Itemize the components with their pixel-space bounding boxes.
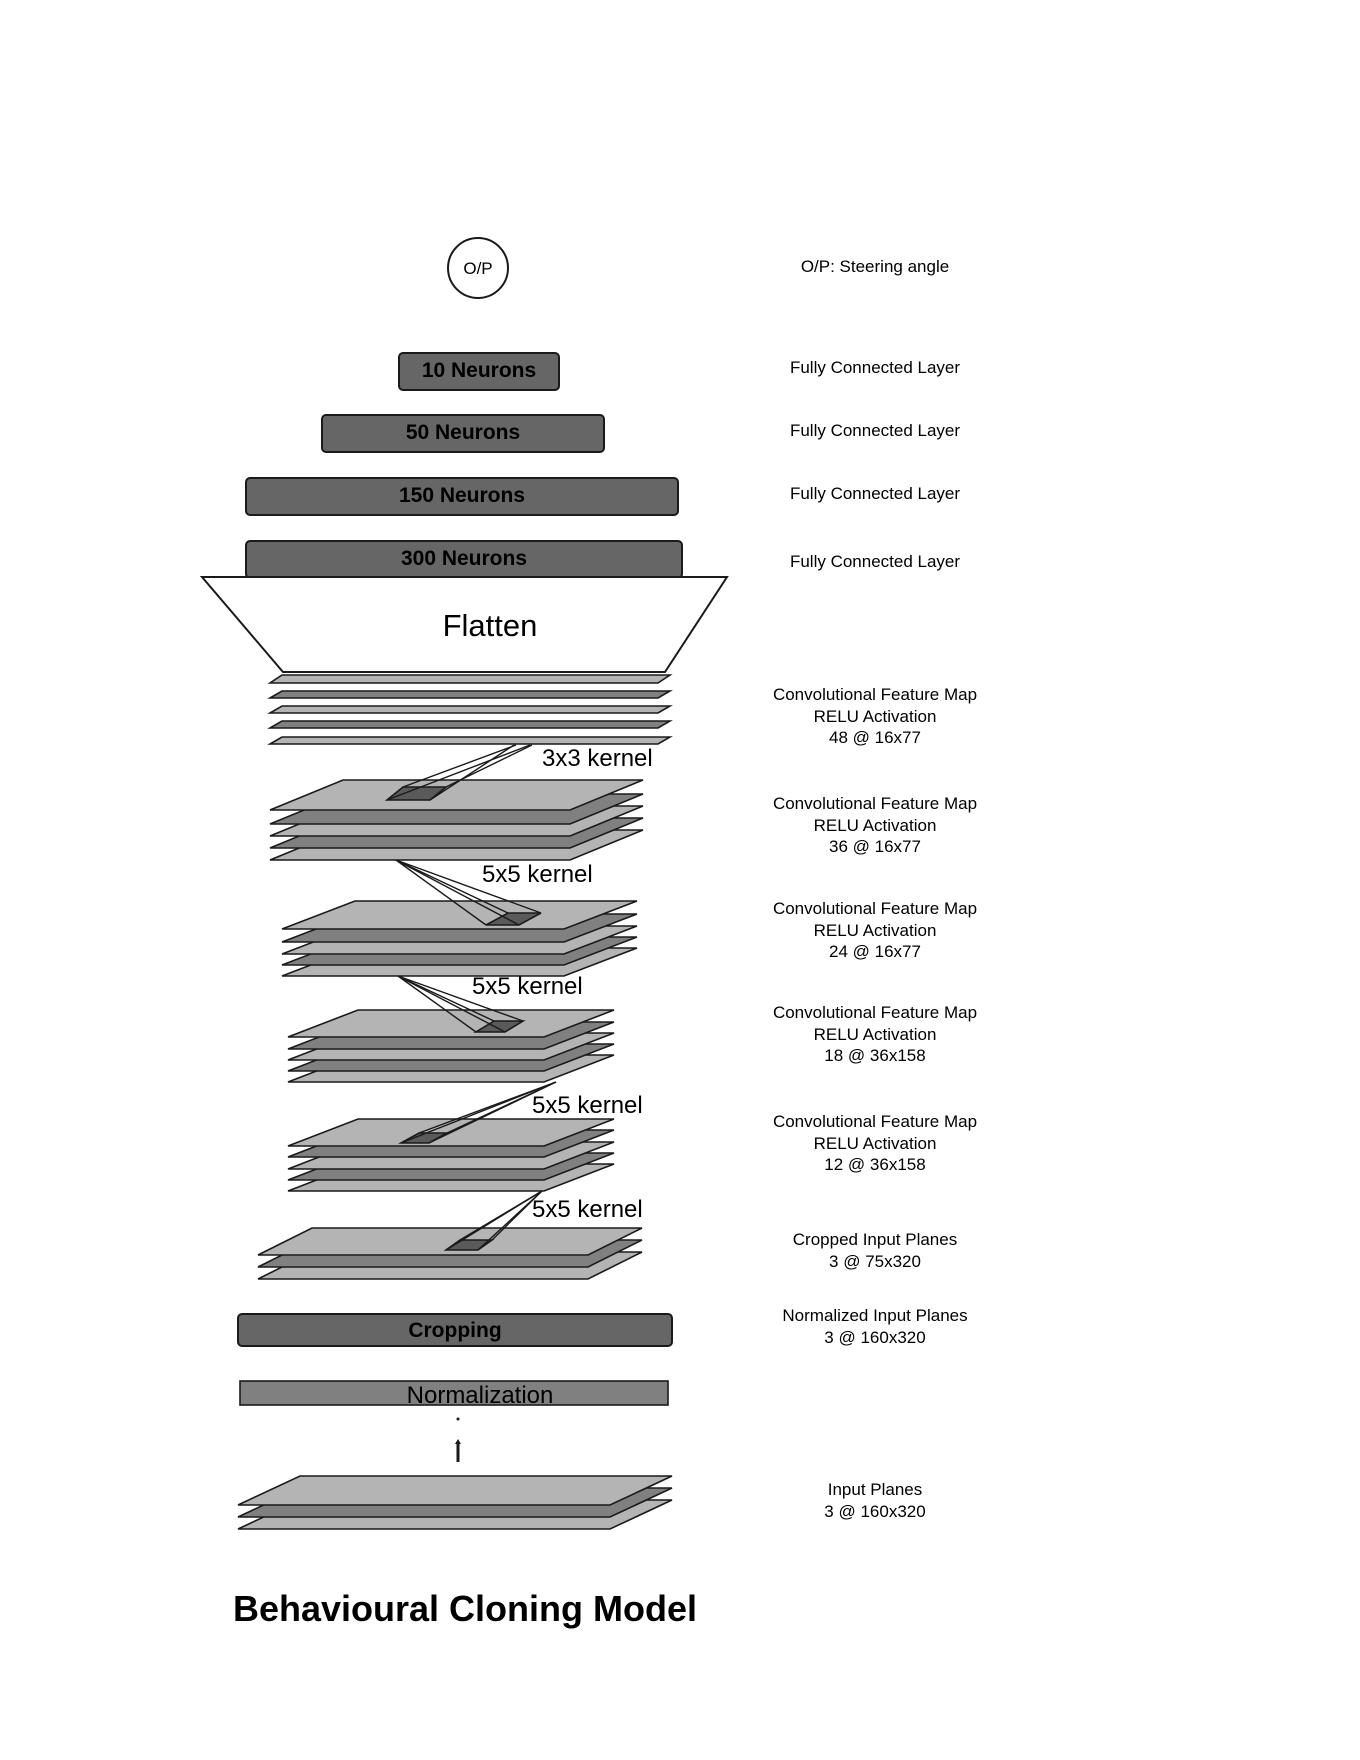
- side-label-line: RELU Activation: [813, 1024, 937, 1044]
- side-label-line: Fully Connected Layer: [789, 552, 961, 571]
- conv-stack-36: [269, 779, 644, 861]
- side-label-line: RELU Activation: [813, 706, 937, 726]
- side-label: Convolutional Feature Map RELU Activation…: [725, 1111, 1025, 1176]
- conv-stack-48: [267, 674, 673, 745]
- side-label-line: Fully Connected Layer: [789, 421, 961, 440]
- kernel-label-5x5-c: 5x5 kernel: [532, 1092, 643, 1119]
- cropping-layer: Cropping: [237, 1313, 673, 1347]
- kernel-lines: [386, 744, 557, 1251]
- side-label-line: RELU Activation: [813, 920, 937, 940]
- kernel-label-5x5-d: 5x5 kernel: [532, 1196, 643, 1223]
- side-label-line: 3 @ 160x320: [824, 1501, 926, 1521]
- side-label: Convolutional Feature Map RELU Activation…: [725, 1002, 1025, 1067]
- side-label-line: 24 @ 16x77: [829, 942, 921, 961]
- dense-layer-150-label: 150 Neurons: [399, 484, 525, 507]
- side-label-line: Fully Connected Layer: [789, 484, 961, 503]
- flatten-layer: Flatten: [199, 576, 729, 673]
- side-label-line: 48 @ 16x77: [829, 728, 921, 747]
- side-label: Convolutional Feature Map RELU Activation…: [725, 898, 1025, 963]
- side-label-line: 3 @ 75x320: [829, 1251, 921, 1271]
- side-label-line: 18 @ 36x158: [824, 1046, 926, 1065]
- side-label: Convolutional Feature Map RELU Activation…: [725, 684, 1025, 749]
- conv-stack-12: [287, 1118, 615, 1192]
- normalization-layer: Normalization: [239, 1380, 669, 1409]
- side-label-line: Convolutional Feature Map: [772, 794, 978, 813]
- side-label: Normalized Input Planes 3 @ 160x320: [725, 1305, 1025, 1348]
- dense-layer-10: 10 Neurons: [398, 352, 560, 391]
- side-label: Fully Connected Layer: [725, 357, 1025, 379]
- output-node-label: O/P: [463, 259, 492, 278]
- side-label-line: 12 @ 36x158: [824, 1155, 926, 1174]
- side-label-line: Convolutional Feature Map: [772, 1112, 978, 1131]
- cropped-input-planes: [257, 1227, 643, 1280]
- diagram-title: Behavioural Cloning Model: [232, 1588, 698, 1629]
- side-label: Convolutional Feature Map RELU Activation…: [725, 793, 1025, 858]
- kernel-label-5x5-b: 5x5 kernel: [472, 973, 583, 1000]
- side-label-line: RELU Activation: [813, 815, 937, 835]
- side-label-line: Convolutional Feature Map: [772, 1003, 978, 1022]
- output-node: O/P: [447, 237, 509, 299]
- side-label-line: Cropped Input Planes: [792, 1230, 958, 1249]
- side-label-line: Fully Connected Layer: [789, 358, 961, 377]
- side-label: Input Planes 3 @ 160x320: [725, 1479, 1025, 1522]
- flatten-label: Flatten: [443, 608, 538, 643]
- input-arrow: [455, 1417, 461, 1462]
- conv-stack-24: [281, 900, 638, 977]
- cropping-label: Cropping: [408, 1319, 501, 1342]
- kernel-label-5x5-a: 5x5 kernel: [482, 861, 593, 888]
- dense-layer-150: 150 Neurons: [245, 477, 679, 516]
- side-label: Fully Connected Layer: [725, 483, 1025, 505]
- dense-layer-10-label: 10 Neurons: [422, 359, 536, 382]
- input-planes: [237, 1475, 673, 1530]
- dense-layer-50-label: 50 Neurons: [406, 421, 520, 444]
- side-label-line: RELU Activation: [813, 1133, 937, 1153]
- normalization-label: Normalization: [407, 1382, 554, 1409]
- dense-layer-300: 300 Neurons: [245, 540, 683, 579]
- side-label: Cropped Input Planes 3 @ 75x320: [725, 1229, 1025, 1272]
- side-label-line: Convolutional Feature Map: [772, 685, 978, 704]
- side-label-line: 3 @ 160x320: [824, 1327, 926, 1347]
- conv-stack-18: [287, 1009, 615, 1083]
- dense-layer-300-label: 300 Neurons: [401, 547, 527, 570]
- side-label-line: Convolutional Feature Map: [772, 899, 978, 918]
- side-label-line: O/P: Steering angle: [800, 257, 950, 276]
- kernel-label-3x3: 3x3 kernel: [542, 745, 653, 772]
- side-label: O/P: Steering angle: [725, 256, 1025, 278]
- dense-layer-50: 50 Neurons: [321, 414, 605, 453]
- side-label-line: 36 @ 16x77: [829, 837, 921, 856]
- side-label: Fully Connected Layer: [725, 551, 1025, 573]
- side-label-line: Normalized Input Planes: [782, 1306, 968, 1325]
- side-label-line: Input Planes: [827, 1480, 923, 1499]
- side-label: Fully Connected Layer: [725, 420, 1025, 442]
